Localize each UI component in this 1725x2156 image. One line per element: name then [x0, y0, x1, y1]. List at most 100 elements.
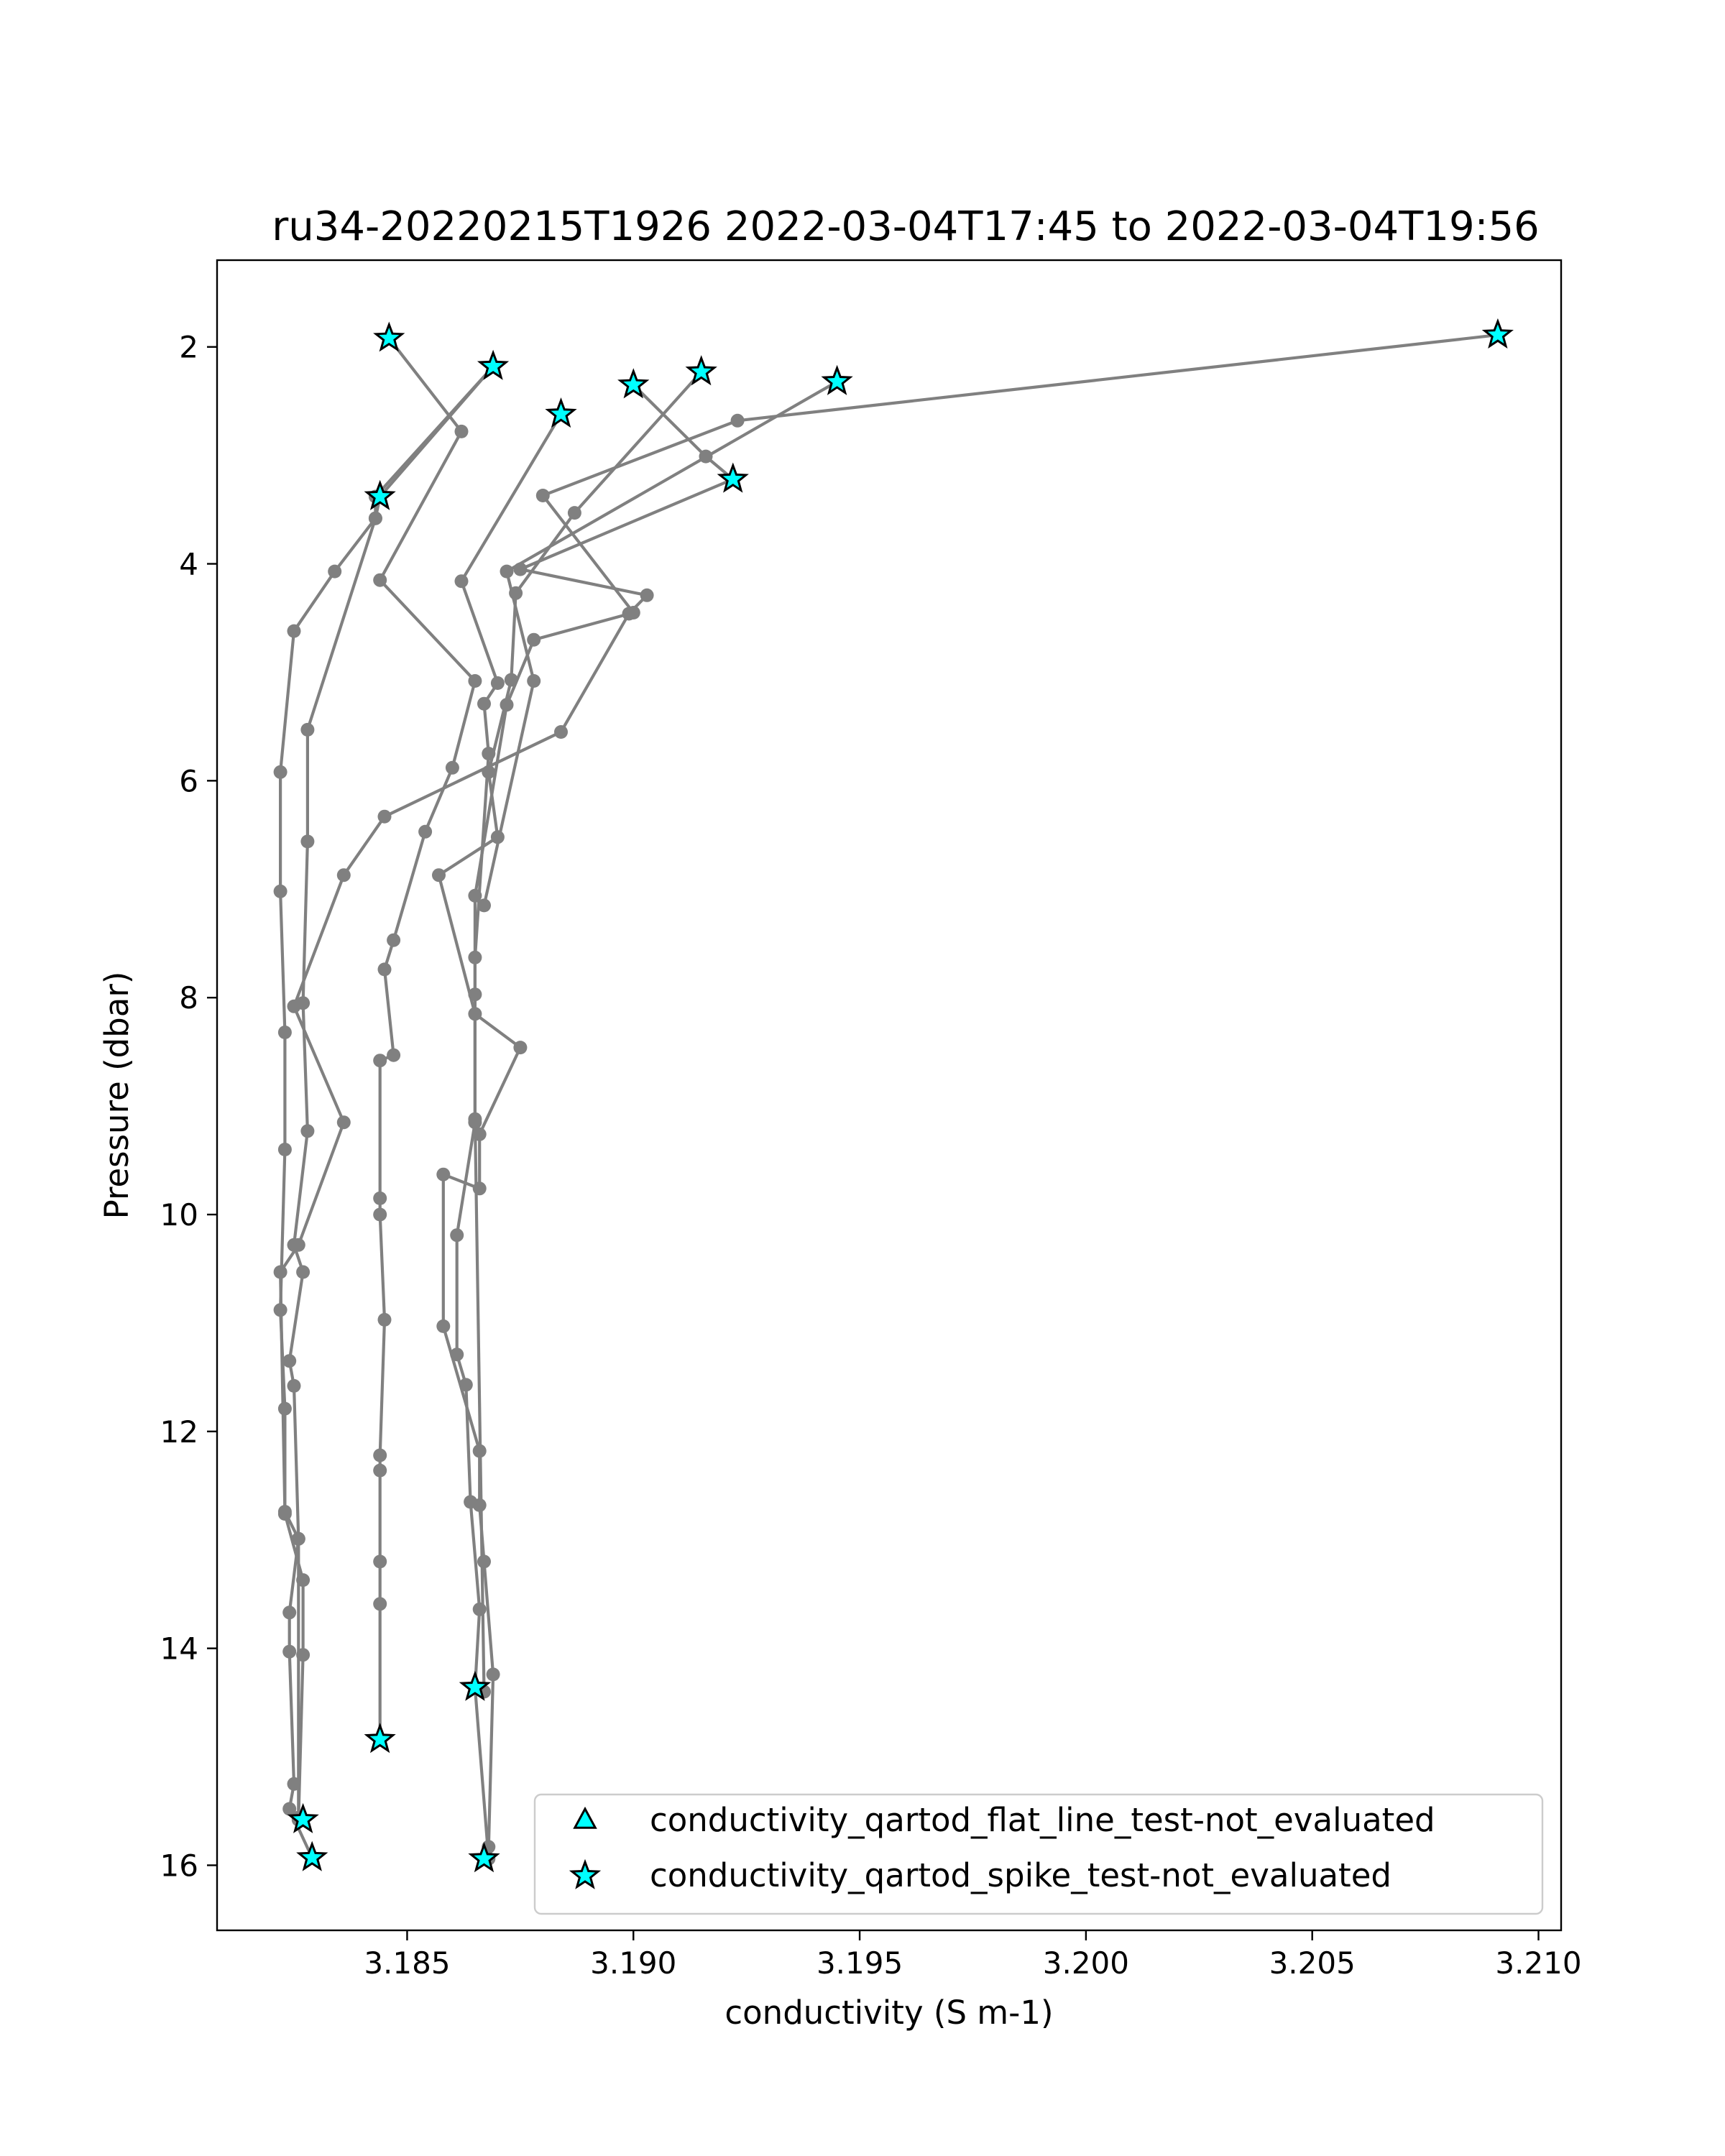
profile-6-point: [554, 725, 568, 739]
profile-3-point: [282, 1802, 297, 1816]
spike-flag-star: [545, 397, 577, 428]
chart-title: ru34-20220215T1926 2022-03-04T17:45 to 2…: [272, 203, 1539, 250]
profile-5-point: [472, 1498, 487, 1512]
y-axis-ticks: 2 4 6 8 10 12 14 16: [160, 330, 217, 1883]
profile-1-point: [373, 1191, 387, 1205]
spike-flag-star: [296, 1841, 328, 1871]
profile-4-point: [490, 676, 505, 690]
profile-5-point: [432, 868, 446, 883]
profile-2-point: [277, 1026, 292, 1039]
profile-2-point: [277, 1401, 292, 1416]
x-axis-label: conductivity (S m-1): [724, 1994, 1053, 2032]
profile-1-point: [377, 962, 392, 977]
legend-triangle-shape: [573, 1806, 597, 1829]
x-axis-ticks: 3.185 3.190 3.195 3.200 3.205 3.210: [364, 1930, 1582, 1981]
profile-3-point: [282, 1606, 297, 1620]
profile-1-point: [418, 824, 433, 839]
profile-line-1: [378, 336, 477, 1741]
profile-6-point: [273, 1265, 288, 1279]
profile-1-point: [373, 1463, 387, 1478]
spike-flag-star: [1481, 318, 1514, 349]
profile-6-point: [640, 588, 654, 602]
y-tick-label: 12: [160, 1414, 198, 1450]
profile-3-point: [282, 1644, 297, 1659]
spike-flag-star: [364, 1723, 396, 1754]
profile-7-point: [535, 489, 550, 502]
profile-8-point: [527, 674, 541, 688]
profile-2-point: [328, 564, 342, 579]
profile-5-point: [513, 1041, 528, 1055]
profile-3-point: [300, 1124, 315, 1138]
spike-flag-star: [287, 1802, 319, 1833]
x-tick-label: 3.185: [364, 1945, 450, 1981]
profile-1-point: [373, 1448, 387, 1462]
profile-2-point: [287, 624, 301, 638]
profile-3-point: [282, 1354, 297, 1368]
profile-line-8: [482, 379, 839, 908]
profile-6-point: [287, 999, 301, 1013]
legend-star-shape: [569, 1858, 602, 1889]
profile-6-point: [277, 1505, 292, 1519]
profile-1-point: [387, 1048, 401, 1062]
legend-triangle-marker: [573, 1806, 597, 1829]
profile-6-point: [377, 809, 392, 824]
profile-6-point: [291, 1238, 305, 1252]
y-axis-label: Pressure (dbar): [98, 972, 136, 1220]
legend-label-spike-test: conductivity_qartod_spike_test-not_evalu…: [650, 1856, 1392, 1894]
profile-1-point: [373, 1207, 387, 1222]
legend-label-flat-line-test: conductivity_qartod_flat_line_test-not_e…: [650, 1801, 1435, 1839]
spike-flag-star: [685, 355, 717, 386]
spike-flag-star: [617, 368, 650, 399]
profile-3-point: [300, 834, 315, 849]
plot-area: [273, 318, 1514, 1873]
profile-6-point: [336, 868, 351, 883]
profile-4-point: [450, 1228, 464, 1243]
profile-2-point: [273, 765, 288, 779]
profile-3-point: [300, 722, 315, 737]
profile-1-point: [373, 1597, 387, 1611]
spike-flag-star: [821, 364, 853, 395]
profile-line-6: [279, 383, 735, 1820]
profile-3-point: [368, 511, 382, 525]
profile-5-point: [436, 1167, 451, 1181]
x-tick-label: 3.205: [1269, 1945, 1356, 1981]
profile-1-point: [373, 1054, 387, 1068]
profile-6-point: [291, 1531, 305, 1546]
profile-7-point: [468, 1112, 482, 1126]
profile-3-point: [296, 1265, 310, 1279]
profile-7-point: [527, 632, 541, 647]
profile-1-point: [445, 760, 459, 775]
y-tick-label: 14: [160, 1631, 198, 1667]
profile-1-point: [387, 933, 401, 947]
x-tick-label: 3.210: [1495, 1945, 1581, 1981]
profile-3-point: [287, 1378, 301, 1393]
x-tick-label: 3.195: [816, 1945, 903, 1981]
profile-1-point: [373, 1554, 387, 1569]
profile-7-point: [730, 413, 745, 428]
spike-flag-star: [717, 462, 749, 493]
x-tick-label: 3.200: [1043, 1945, 1129, 1981]
profile-2-point: [277, 1143, 292, 1156]
profile-7-point: [626, 606, 640, 619]
spike-flag-star: [477, 349, 510, 380]
y-tick-label: 6: [179, 763, 198, 798]
y-tick-label: 10: [160, 1197, 198, 1233]
legend: conductivity_qartod_flat_line_test-not_e…: [533, 1793, 1544, 1915]
profile-1-point: [373, 573, 387, 587]
y-tick-label: 2: [179, 330, 198, 365]
profile-7-point: [468, 888, 482, 903]
legend-star-marker: [569, 1858, 602, 1889]
x-tick-label: 3.190: [590, 1945, 676, 1981]
profile-6-point: [336, 1115, 351, 1130]
profile-4-point: [454, 574, 469, 589]
profile-1-point: [454, 424, 469, 438]
axes-frame: [216, 259, 1563, 1932]
spike-flag-star: [459, 1670, 492, 1701]
profile-8-point: [477, 898, 491, 913]
spike-flag-star: [373, 321, 405, 352]
y-tick-label: 16: [160, 1848, 198, 1883]
profile-8-point: [500, 564, 514, 579]
y-tick-label: 8: [179, 980, 198, 1015]
spike-flag-star: [468, 1842, 500, 1873]
